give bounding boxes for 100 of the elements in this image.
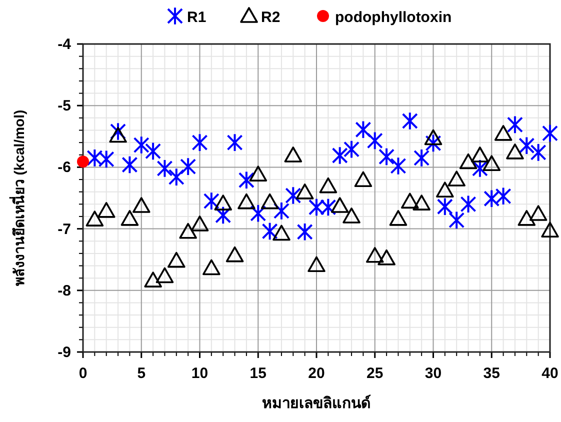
point (226, 133, 243, 152)
y-tick-label: -8 (58, 282, 71, 300)
x-axis-title: หมายเลขลิแกนด์ (262, 394, 371, 412)
point (97, 202, 116, 218)
point (168, 252, 186, 268)
point (330, 197, 349, 213)
y-tick-label: -4 (58, 36, 72, 53)
legend-label: podophyllotoxin (335, 9, 452, 26)
point (541, 222, 559, 238)
x-tick-label: 40 (542, 365, 558, 382)
point (425, 134, 442, 153)
point (482, 155, 501, 172)
point (272, 224, 290, 241)
point (122, 155, 138, 174)
point (273, 202, 290, 220)
point (542, 124, 558, 143)
y-tick-label: -7 (58, 220, 71, 238)
point (378, 249, 396, 266)
x-tick-label: 30 (424, 365, 442, 382)
point (494, 125, 512, 141)
point (262, 222, 278, 241)
point (460, 194, 476, 214)
point (436, 197, 453, 216)
point (412, 194, 430, 210)
point (132, 197, 150, 213)
point (214, 194, 232, 210)
point (518, 136, 535, 156)
x-tick-label: 15 (250, 365, 266, 382)
point (319, 177, 338, 194)
point (459, 153, 478, 170)
point (168, 168, 184, 186)
x-tick-label: 10 (191, 365, 208, 382)
point (238, 170, 254, 190)
point (296, 222, 313, 242)
point (530, 143, 546, 162)
point (424, 129, 442, 146)
point (448, 170, 466, 186)
point (180, 157, 196, 176)
point (529, 205, 548, 221)
point (402, 112, 418, 130)
point (144, 272, 162, 288)
point (156, 159, 173, 178)
point (354, 171, 372, 188)
point (250, 204, 266, 223)
point (518, 210, 536, 226)
point (145, 142, 162, 161)
point (308, 198, 324, 217)
point (344, 140, 360, 159)
point (390, 156, 406, 176)
point (355, 120, 372, 140)
point (203, 192, 220, 210)
y-tick-label: -9 (58, 344, 71, 361)
point (389, 210, 408, 226)
point (202, 259, 220, 276)
x-tick-label: 25 (366, 365, 384, 382)
point (308, 256, 326, 272)
point (401, 192, 419, 209)
point (226, 246, 244, 262)
y-axis-title: พลังงานยึดเหนี่ยว (kcal/mol) (9, 110, 27, 286)
legend-label: R2 (261, 9, 280, 26)
point (506, 115, 523, 134)
x-tick-label: 35 (483, 365, 500, 382)
x-tick-label: 20 (308, 365, 325, 382)
point (179, 222, 197, 239)
point (77, 156, 89, 168)
point (109, 126, 127, 143)
x-tick-label: 5 (137, 365, 146, 382)
x-tick-label: 0 (78, 365, 88, 382)
point (285, 186, 302, 205)
point (484, 189, 500, 208)
point (238, 193, 256, 210)
point (192, 133, 208, 152)
point (190, 216, 209, 232)
point (320, 198, 336, 217)
point (436, 182, 454, 198)
point (284, 146, 302, 162)
point (98, 150, 114, 169)
point (86, 148, 103, 168)
point (156, 267, 174, 284)
point (296, 184, 314, 200)
point (378, 147, 395, 166)
point (471, 146, 489, 162)
point (472, 159, 488, 178)
point (342, 208, 360, 224)
point (414, 148, 430, 168)
point (120, 210, 139, 226)
point (260, 193, 279, 210)
y-tick-label: -5 (58, 98, 71, 115)
y-tick-label: -6 (58, 159, 71, 176)
point (110, 122, 126, 141)
point (366, 131, 383, 150)
point (495, 186, 512, 206)
point (215, 206, 232, 225)
point (366, 247, 384, 263)
point (332, 146, 348, 165)
point (249, 166, 268, 182)
point (133, 136, 150, 154)
legend-label: R1 (187, 9, 206, 26)
point (86, 210, 104, 226)
point (506, 144, 524, 160)
